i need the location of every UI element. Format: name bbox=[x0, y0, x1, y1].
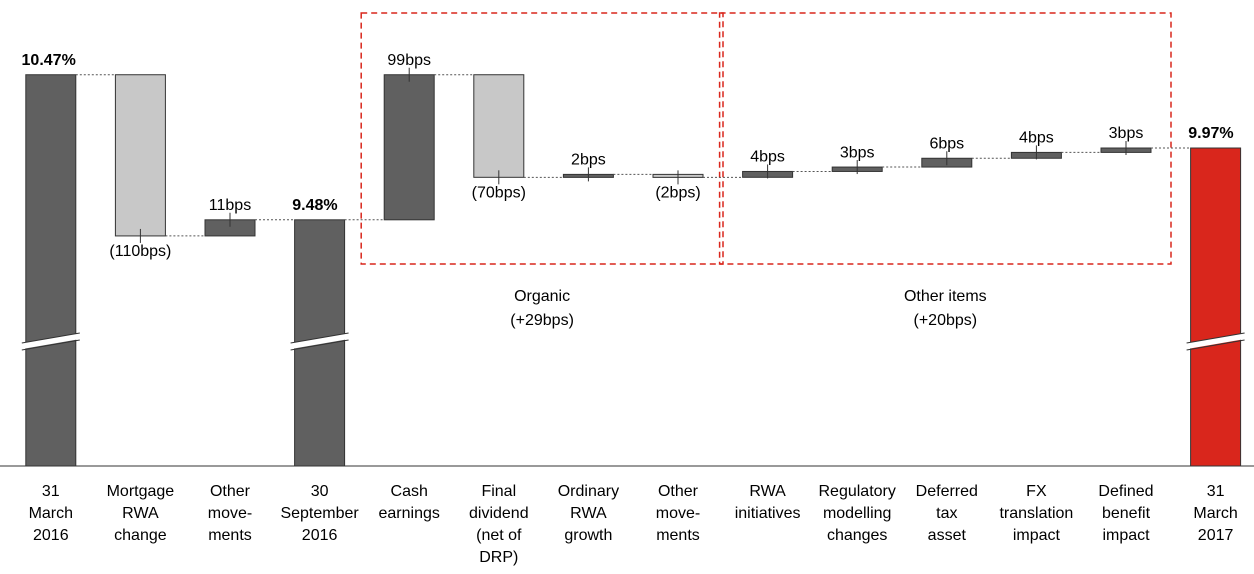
x-tick-label: modelling bbox=[823, 505, 891, 522]
axis-break bbox=[21, 332, 80, 344]
x-tick-label: Ordinary bbox=[558, 483, 619, 500]
group-box bbox=[360, 12, 724, 265]
x-tick-label: Other bbox=[210, 483, 251, 500]
x-tick-label: Defined bbox=[1098, 483, 1153, 500]
x-tick-label: earnings bbox=[379, 505, 440, 522]
value-label: 99bps bbox=[387, 52, 431, 69]
axis-break bbox=[290, 333, 350, 349]
x-tick-label: ments bbox=[208, 527, 252, 544]
axis-break bbox=[1186, 333, 1246, 349]
x-tick-label: initiatives bbox=[735, 505, 801, 522]
value-label: 4bps bbox=[1019, 130, 1054, 147]
x-tick-label: changes bbox=[827, 527, 888, 544]
axis-break bbox=[1186, 339, 1245, 351]
x-tick-label: impact bbox=[1013, 527, 1061, 544]
axis-break bbox=[21, 333, 81, 349]
value-label: 11bps bbox=[209, 197, 251, 214]
x-tick-label: asset bbox=[928, 527, 967, 544]
x-tick-label: Cash bbox=[391, 483, 428, 500]
value-label: 9.97% bbox=[1188, 125, 1233, 142]
bar bbox=[1190, 147, 1242, 467]
value-label: 6bps bbox=[929, 135, 964, 152]
value-label: (70bps) bbox=[472, 185, 526, 202]
x-tick-label: ments bbox=[656, 527, 700, 544]
x-tick-label: March bbox=[1193, 505, 1237, 522]
x-tick-label: 30 bbox=[311, 483, 329, 500]
x-tick-label: Other bbox=[658, 483, 699, 500]
x-tick-label: Final bbox=[481, 483, 516, 500]
x-tick-label: FX bbox=[1026, 483, 1047, 500]
value-label: 2bps bbox=[571, 152, 606, 169]
group-box bbox=[718, 12, 1172, 265]
x-tick-label: 31 bbox=[1207, 483, 1225, 500]
x-tick-label: dividend bbox=[469, 505, 529, 522]
group-label: Other items bbox=[904, 288, 987, 305]
axis-break bbox=[1186, 332, 1245, 344]
bar bbox=[114, 74, 166, 237]
value-label: 3bps bbox=[840, 144, 875, 161]
value-label: 9.48% bbox=[292, 197, 337, 214]
x-tick-label: DRP) bbox=[479, 549, 518, 566]
x-tick-label: Regulatory bbox=[819, 483, 896, 500]
x-tick-label: translation bbox=[999, 505, 1073, 522]
x-tick-label: 31 bbox=[42, 483, 60, 500]
value-label: (110bps) bbox=[109, 243, 171, 260]
x-tick-label: (net of bbox=[476, 527, 522, 544]
x-tick-label: 2016 bbox=[302, 527, 338, 544]
x-tick-label: RWA bbox=[749, 483, 786, 500]
x-tick-label: March bbox=[29, 505, 73, 522]
axis-break bbox=[290, 332, 349, 344]
x-tick-label: benefit bbox=[1102, 505, 1151, 522]
x-tick-label: 2017 bbox=[1198, 527, 1234, 544]
value-label: (2bps) bbox=[655, 185, 700, 202]
bar bbox=[383, 74, 435, 221]
value-label: 3bps bbox=[1109, 125, 1144, 142]
x-tick-label: move- bbox=[656, 505, 700, 522]
x-tick-label: Mortgage bbox=[107, 483, 175, 500]
x-tick-label: Deferred bbox=[916, 483, 978, 500]
x-tick-label: tax bbox=[936, 505, 957, 522]
x-tick-label: impact bbox=[1102, 527, 1150, 544]
x-tick-label: RWA bbox=[570, 505, 607, 522]
x-tick-label: 2016 bbox=[33, 527, 69, 544]
x-tick-label: move- bbox=[208, 505, 252, 522]
group-label: (+20bps) bbox=[914, 312, 978, 329]
x-tick-label: September bbox=[280, 505, 359, 522]
x-tick-label: change bbox=[114, 527, 167, 544]
x-tick-label: RWA bbox=[122, 505, 159, 522]
axis-break bbox=[290, 339, 349, 351]
bar bbox=[25, 74, 77, 467]
group-label: (+29bps) bbox=[510, 312, 574, 329]
value-label: 10.47% bbox=[22, 52, 76, 69]
bar bbox=[473, 74, 525, 178]
value-label: 4bps bbox=[750, 149, 785, 166]
x-tick-label: growth bbox=[564, 527, 612, 544]
axis-break bbox=[21, 339, 80, 351]
group-label: Organic bbox=[514, 288, 570, 305]
